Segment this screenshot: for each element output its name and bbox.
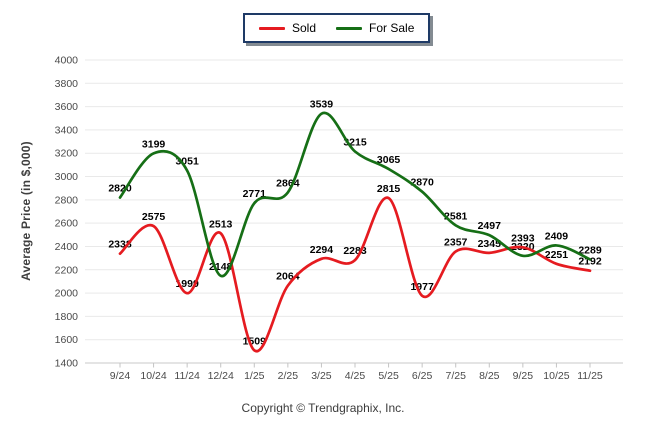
data-label: 2345	[478, 238, 502, 250]
data-label: 2357	[444, 236, 468, 248]
y-axis-tick-label: 3600	[55, 101, 79, 113]
data-label: 2864	[276, 177, 300, 189]
sold-line	[118, 196, 592, 353]
x-axis-tick-label: 12/24	[208, 370, 234, 382]
x-axis-tick-label: 5/25	[378, 370, 399, 382]
data-label: 3051	[175, 156, 199, 168]
data-label: 2575	[142, 211, 166, 223]
data-label: 2815	[377, 183, 401, 195]
legend: Sold For Sale	[243, 13, 431, 43]
y-axis-tick-label: 1400	[55, 358, 79, 370]
legend-item-for-sale: For Sale	[336, 22, 414, 34]
y-axis-tick-label: 3800	[55, 78, 79, 90]
x-axis-tick-label: 1/25	[244, 370, 265, 382]
x-axis-tick-label: 11/24	[174, 370, 200, 382]
x-axis-tick-label: 9/24	[110, 370, 131, 382]
data-label: 2409	[545, 230, 569, 242]
for-sale-line	[118, 111, 592, 278]
x-axis-tick-label: 6/25	[412, 370, 433, 382]
data-label: 3065	[377, 154, 401, 166]
y-axis-tick-label: 2000	[55, 288, 79, 300]
y-axis-tick-label: 3000	[55, 171, 79, 183]
x-axis-tick-label: 10/24	[140, 370, 166, 382]
sold-line-swatch	[259, 26, 285, 30]
data-label: 2393	[511, 232, 535, 244]
x-axis-tick-label: 7/25	[445, 370, 466, 382]
copyright-text: Copyright © Trendgraphix, Inc.	[241, 401, 405, 415]
y-axis-tick-label: 3200	[55, 148, 79, 160]
legend-label-sold: Sold	[292, 21, 317, 35]
y-axis-tick-label: 3400	[55, 124, 79, 136]
legend-label-for-sale: For Sale	[369, 21, 415, 35]
data-label: 2289	[578, 244, 602, 256]
legend-item-sold: Sold	[259, 22, 316, 34]
data-label: 2294	[310, 244, 334, 256]
y-axis-tick-label: 4000	[55, 55, 79, 67]
x-axis-tick-label: 2/25	[278, 370, 299, 382]
data-label: 2513	[209, 218, 233, 230]
for-sale-line-swatch	[336, 26, 363, 30]
data-label: 2497	[478, 220, 502, 232]
data-label: 3539	[310, 99, 334, 111]
data-label: 2581	[444, 210, 468, 222]
y-axis-tick-label: 2600	[55, 218, 79, 230]
data-label: 2251	[545, 249, 569, 261]
y-axis-tick-label: 2200	[55, 264, 79, 276]
x-axis-tick-label: 3/25	[311, 370, 332, 382]
y-axis-tick-label: 1800	[55, 311, 79, 323]
x-axis-tick-label: 11/25	[577, 370, 603, 382]
y-axis-tick-label: 2800	[55, 194, 79, 206]
x-axis-tick-label: 8/25	[479, 370, 500, 382]
y-axis-tick-label: 1600	[55, 334, 79, 346]
y-axis-tick-label: 2400	[55, 241, 79, 253]
data-label: 3199	[142, 138, 166, 150]
data-label: 2820	[108, 183, 132, 195]
x-axis-tick-label: 4/25	[345, 370, 366, 382]
x-axis-tick-label: 9/25	[513, 370, 534, 382]
data-label: 2192	[578, 256, 602, 268]
x-axis-tick-label: 10/25	[543, 370, 569, 382]
